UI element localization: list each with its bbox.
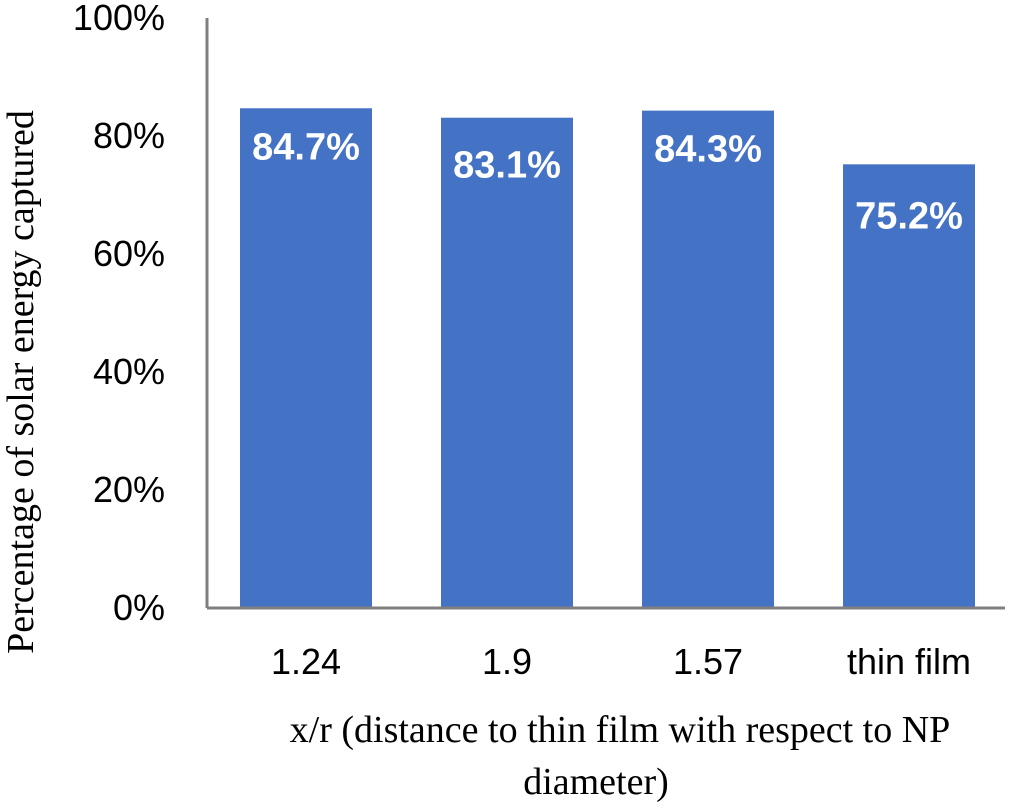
y-tick-label: 100% [73,0,165,38]
data-label: 83.1% [453,145,561,187]
data-label: 75.2% [855,195,963,237]
x-axis-title-line2: diameter) [523,761,669,803]
y-axis-ticks: 0% 20% 40% 60% 80% 100% [73,0,165,628]
x-tick-label: 1.24 [271,641,341,682]
y-tick-label: 80% [93,115,165,156]
y-tick-label: 20% [93,469,165,510]
data-label: 84.3% [654,129,762,171]
y-tick-label: 60% [93,233,165,274]
x-tick-label: 1.9 [482,641,532,682]
x-axis-title-line1: x/r (distance to thin film with respect … [290,709,951,751]
x-tick-label: thin film [847,641,971,682]
bar [642,110,774,608]
bar [441,117,573,609]
data-labels: 84.7% 83.1% 84.3% 75.2% [252,126,963,237]
data-label: 84.7% [252,126,360,168]
x-tick-label: 1.57 [673,641,743,682]
y-tick-label: 40% [93,351,165,392]
bar [843,164,975,608]
y-tick-label: 0% [113,587,165,628]
x-axis-ticks: 1.24 1.9 1.57 thin film [271,641,971,682]
y-axis-title: Percentage of solar energy captured [0,110,42,654]
bars [240,108,975,609]
bar [240,108,372,609]
